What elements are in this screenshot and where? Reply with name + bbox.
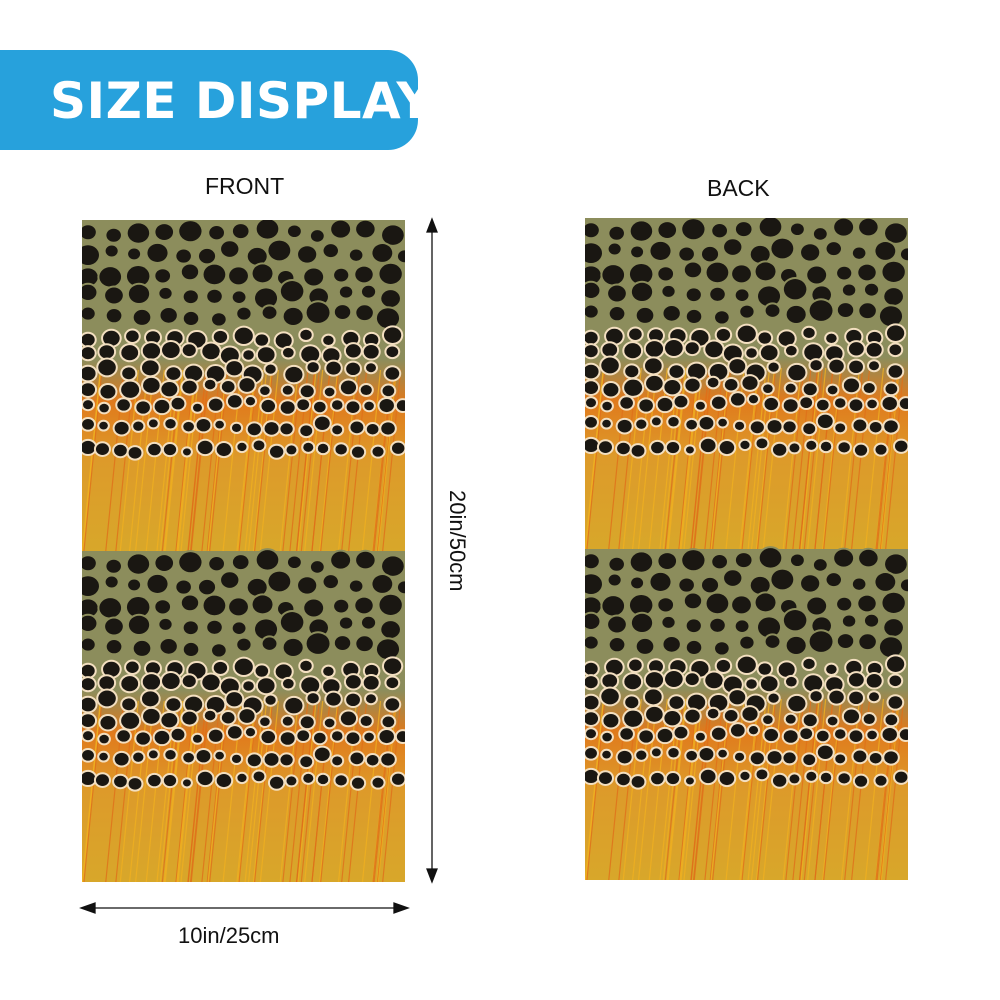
height-dimension-label: 20in/50cm (445, 490, 470, 592)
pattern-tile-top (82, 220, 405, 552)
width-dimension-label: 10in/25cm (178, 923, 280, 948)
size-display-banner: SIZE DISPLAY (0, 50, 433, 150)
back-label: BACK (707, 175, 770, 201)
front-panel-image (82, 220, 405, 883)
front-label: FRONT (205, 173, 285, 199)
banner-title: SIZE DISPLAY (50, 72, 434, 130)
pattern-tile-top (585, 218, 908, 550)
height-arrow (426, 217, 438, 884)
pattern-tile-bottom (82, 548, 405, 883)
pattern-tile-bottom (585, 546, 908, 881)
back-panel-image (585, 218, 908, 881)
width-arrow (79, 902, 410, 914)
